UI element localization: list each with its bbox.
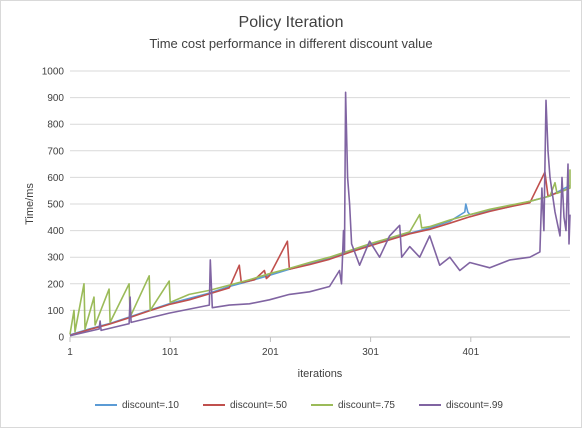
y-tick-label: 800 (47, 120, 64, 131)
y-tick-label: 400 (47, 226, 64, 237)
legend: discount=.10 discount=.50 discount=.75 disc… (95, 400, 503, 411)
chart-title: Policy Iteration (239, 14, 344, 31)
gridlines (70, 70, 570, 311)
x-tick-label: 301 (362, 347, 379, 358)
series-lines (69, 91, 571, 337)
x-tick-label: 401 (462, 347, 479, 358)
chart-subtitle: Time cost performance in different disco… (149, 36, 432, 51)
y-tick-label: 700 (47, 146, 64, 157)
legend-label-3: discount=.75 (338, 400, 395, 411)
y-tick-label: 0 (58, 333, 64, 344)
y-tick-label: 200 (47, 279, 64, 290)
y-tick-label: 1000 (42, 67, 65, 78)
x-tick-label: 101 (162, 347, 179, 358)
y-axis-label: Time/ms (24, 183, 36, 225)
axes: 0 100 200 300 400 500 600 700 800 900 1000 1 101 201 3… (42, 67, 570, 358)
x-axis-label: iterations (298, 368, 343, 380)
legend-label-1: discount=.10 (122, 400, 179, 411)
series-line-3 (69, 169, 571, 335)
y-tick-label: 900 (47, 93, 64, 104)
legend-label-2: discount=.50 (230, 400, 287, 411)
y-tick-label: 500 (47, 200, 64, 211)
legend-label-4: discount=.99 (446, 400, 503, 411)
x-tick-label: 1 (67, 347, 73, 358)
y-tick-label: 100 (47, 306, 64, 317)
x-tick-label: 201 (262, 347, 279, 358)
series-line-4 (69, 91, 571, 337)
y-tick-label: 300 (47, 253, 64, 264)
y-tick-label: 600 (47, 173, 64, 184)
